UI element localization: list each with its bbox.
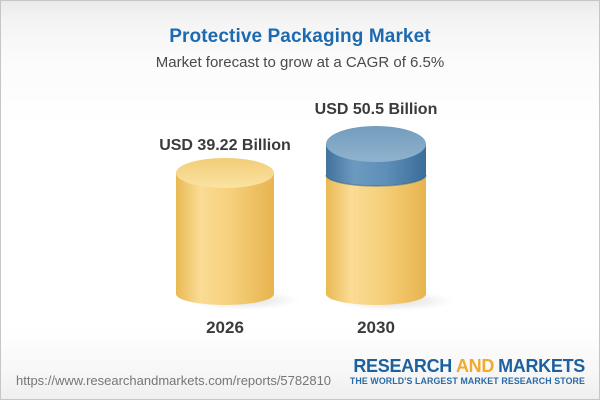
bar-2030-growth-rim bbox=[325, 174, 427, 187]
bar-2030 bbox=[325, 126, 455, 311]
logo-word-research: RESEARCH bbox=[353, 356, 452, 376]
value-label-2026: USD 39.22 Billion bbox=[159, 137, 291, 154]
chart-subtitle: Market forecast to grow at a CAGR of 6.5… bbox=[155, 54, 445, 71]
research-and-markets-logo: RESEARCH AND MARKETS THE WORLD'S LARGEST M… bbox=[350, 357, 585, 386]
bar-2030-top-face bbox=[326, 126, 426, 162]
bar-2026-top-face bbox=[176, 158, 274, 188]
chart-title: Protective Packaging Market bbox=[169, 26, 431, 47]
logo-word-markets: MARKETS bbox=[498, 356, 585, 376]
report-url: https://www.researchandmarkets.com/repor… bbox=[16, 373, 332, 388]
logo-wordmark: RESEARCH AND MARKETS bbox=[350, 357, 585, 375]
value-label-2030: USD 50.5 Billion bbox=[314, 101, 438, 118]
logo-word-and: AND bbox=[455, 356, 495, 376]
logo-tagline: THE WORLD'S LARGEST MARKET RESEARCH STOR… bbox=[349, 376, 585, 386]
bar-2030-base-segment bbox=[326, 175, 426, 305]
category-label-2030: 2030 bbox=[357, 318, 395, 337]
bar-2026 bbox=[176, 158, 301, 310]
category-label-2026: 2026 bbox=[206, 318, 244, 337]
bar-2026-body bbox=[176, 173, 274, 305]
